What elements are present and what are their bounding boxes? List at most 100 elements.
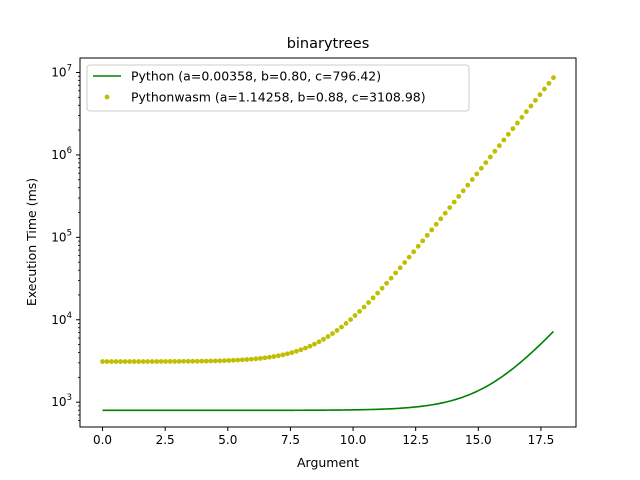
data-point-pythonwasm [203,358,209,364]
x-tick-label: 7.5 [281,433,300,447]
data-point-pythonwasm [190,358,196,364]
data-point-pythonwasm [533,97,538,103]
data-point-pythonwasm [122,359,128,364]
data-point-pythonwasm [158,359,164,364]
series-line-python [102,330,555,412]
axes-frame [79,57,577,428]
data-point-pythonwasm [542,86,547,92]
data-point-pythonwasm [546,80,552,86]
y-tick-label: 106 [51,146,72,162]
data-point-pythonwasm [113,359,119,364]
data-point-pythonwasm [343,321,349,326]
data-point-pythonwasm [221,358,227,364]
data-point-pythonwasm [199,358,205,364]
data-point-pythonwasm [429,227,435,233]
legend-box [86,64,470,112]
legend-label-pythonwasm: Pythonwasm (a=1.14258, b=0.88, c=3108.98… [131,90,426,105]
data-point-pythonwasm [483,160,489,166]
data-point-pythonwasm [167,359,173,364]
data-point-pythonwasm [140,359,146,364]
data-point-pythonwasm [438,216,444,222]
chart-title: binarytrees [287,36,370,52]
data-point-pythonwasm [276,353,281,359]
x-axis-label: Argument [297,455,359,470]
legend: Python (a=0.00358, b=0.80, c=796.42) Pyt… [86,64,470,112]
plot-area [80,58,576,427]
data-point-pythonwasm [415,243,421,249]
data-point-pythonwasm [505,131,511,137]
data-point-pythonwasm [496,143,502,149]
data-point-pythonwasm [194,358,200,364]
data-point-pythonwasm [325,334,331,339]
data-point-pythonwasm [528,103,534,109]
data-point-pythonwasm [294,348,299,354]
data-point-pythonwasm [442,210,448,216]
y-axis-label: Execution Time (ms) [24,178,39,306]
x-tick-label: 12.5 [402,433,429,447]
x-tick-label: 5.0 [218,433,237,447]
data-point-pythonwasm [235,357,241,363]
data-point-pythonwasm [181,358,187,364]
data-point-pythonwasm [172,359,178,364]
data-point-pythonwasm [460,188,466,194]
data-point-pythonwasm [447,205,453,211]
data-point-pythonwasm [366,300,371,305]
data-point-pythonwasm [465,182,471,188]
data-point-pythonwasm [185,358,191,364]
data-point-pythonwasm [514,120,520,126]
data-point-pythonwasm [208,358,214,364]
data-point-pythonwasm [379,285,385,291]
data-point-pythonwasm [104,359,110,364]
data-point-pythonwasm [388,275,394,281]
data-point-pythonwasm [217,358,223,364]
data-point-pythonwasm [312,341,317,347]
data-point-pythonwasm [420,238,426,244]
data-point-pythonwasm [411,249,417,255]
data-point-pythonwasm [176,358,182,364]
data-point-pythonwasm [257,355,263,361]
y-tick-label: 103 [51,393,72,409]
y-tick-label: 104 [51,311,72,327]
data-point-pythonwasm [226,358,232,363]
data-point-pythonwasm [492,148,498,154]
data-point-pythonwasm [244,357,250,362]
data-point-pythonwasm [397,265,403,271]
data-point-pythonwasm [127,359,132,364]
data-point-pythonwasm [230,357,236,363]
y-tick-label: 105 [51,228,72,244]
axes-background [80,58,576,427]
data-point-pythonwasm [154,359,160,364]
data-point-pythonwasm [469,177,475,182]
data-point-pythonwasm [384,280,390,286]
data-point-pythonwasm [456,194,462,199]
x-axis-ticks: 0.0 2.5 5.0 7.5 10.0 12.5 15.0 17.5 [93,427,554,447]
data-point-pythonwasm [149,359,155,364]
data-point-pythonwasm [433,221,439,227]
data-point-pythonwasm [118,359,123,364]
legend-label-python: Python (a=0.00358, b=0.80, c=796.42) [131,69,381,84]
data-point-pythonwasm [289,350,295,356]
data-point-pythonwasm [280,352,286,358]
data-point-pythonwasm [406,254,412,260]
data-point-pythonwasm [361,304,367,310]
data-point-pythonwasm [375,290,380,296]
x-tick-label: 17.5 [528,433,555,447]
data-point-pythonwasm [248,356,254,362]
data-point-pythonwasm [357,308,362,314]
data-point-pythonwasm [370,295,376,301]
x-tick-label: 10.0 [340,433,367,447]
x-tick-label: 2.5 [156,433,175,447]
series-layer [100,75,556,412]
data-point-pythonwasm [487,154,493,160]
data-point-pythonwasm [402,260,408,265]
x-tick-label: 0.0 [93,433,112,447]
data-point-pythonwasm [478,165,484,171]
data-point-pythonwasm [524,109,529,115]
data-point-pythonwasm [393,270,399,276]
legend-swatch-pythonwasm [104,94,110,100]
data-point-pythonwasm [519,114,525,120]
data-point-pythonwasm [298,347,304,353]
data-point-pythonwasm [307,343,313,349]
data-point-pythonwasm [501,137,507,143]
